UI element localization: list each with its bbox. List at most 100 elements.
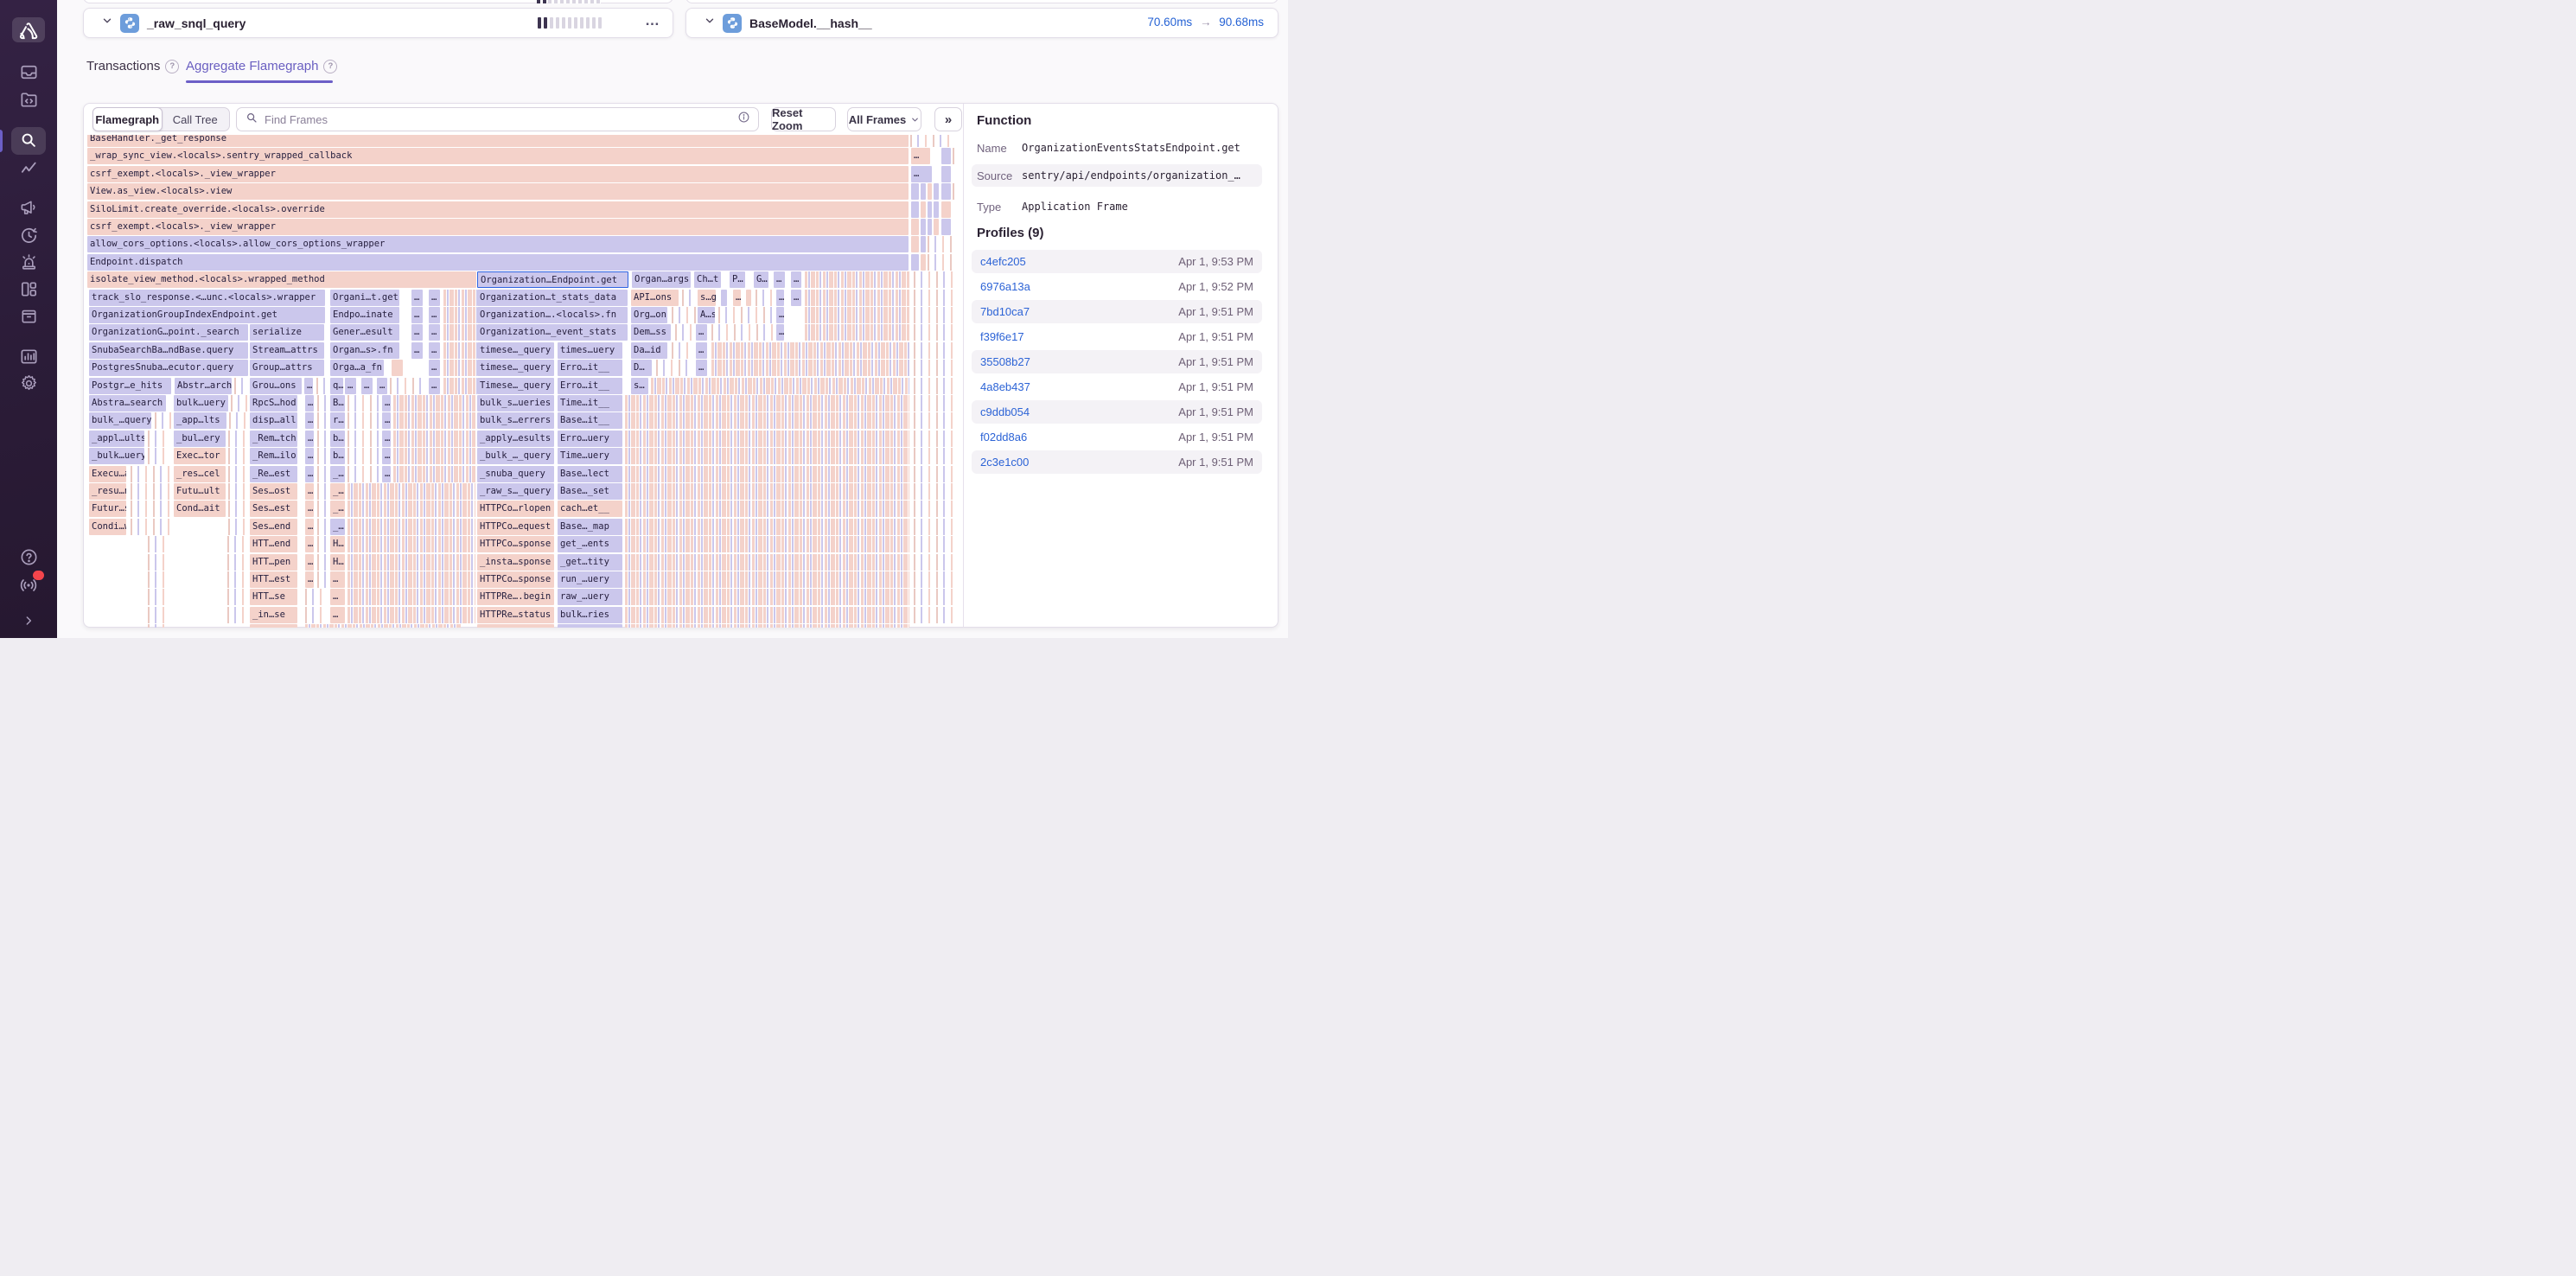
flame-frame[interactable]: [911, 236, 919, 253]
flame-frame[interactable]: s…g: [698, 289, 716, 306]
flame-frame[interactable]: _res…cel: [174, 465, 226, 482]
flame-frame[interactable]: bulk…ries: [558, 606, 622, 623]
flame-frame[interactable]: [392, 360, 403, 377]
flame-frame[interactable]: Org…on: [631, 307, 667, 323]
chevron-down-icon[interactable]: [704, 15, 716, 31]
profile-row[interactable]: 7bd10ca7 Apr 1, 9:51 PM: [972, 300, 1262, 323]
flame-frame[interactable]: G…: [754, 271, 768, 289]
sidebar-item-settings[interactable]: [0, 373, 57, 393]
flame-frame[interactable]: Ses…est: [250, 501, 297, 518]
flame-frame[interactable]: B…: [330, 395, 345, 412]
sidebar-item-replays[interactable]: [0, 226, 57, 246]
flame-frame[interactable]: Timese…_query: [477, 377, 554, 394]
flame-frame[interactable]: Ses…ost: [250, 483, 297, 500]
flame-frame[interactable]: track_slo_response.<…unc.<locals>.wrappe…: [89, 289, 325, 306]
flame-frame[interactable]: Time…it__: [558, 395, 622, 412]
profile-link[interactable]: 35508b27: [980, 355, 1030, 368]
flame-frame[interactable]: BaseHandler._get_response: [87, 135, 909, 147]
flame-frame[interactable]: Organi…t.get: [330, 289, 399, 306]
flame-frame[interactable]: q…: [330, 377, 343, 394]
profile-row[interactable]: f02dd8a6 Apr 1, 9:51 PM: [972, 425, 1262, 449]
flame-frame[interactable]: _bulk…uery: [89, 448, 144, 465]
profile-link[interactable]: 6976a13a: [980, 280, 1030, 293]
view-toggle-flamegraph[interactable]: Flamegraph: [92, 107, 163, 131]
flame-frame[interactable]: allow_cors_options.<locals>.allow_cors_o…: [87, 236, 909, 253]
profile-link[interactable]: 7bd10ca7: [980, 305, 1030, 318]
flame-frame[interactable]: Orga…a_fn: [330, 360, 384, 377]
sidebar-item-stats[interactable]: [0, 347, 57, 367]
flame-frame[interactable]: [941, 165, 951, 182]
flame-frame[interactable]: _wrap_sync_view.<locals>.sentry_wrapped_…: [87, 148, 909, 165]
sentry-logo[interactable]: [12, 17, 45, 42]
flame-frame[interactable]: RpcS…hod: [250, 395, 297, 412]
flame-frame[interactable]: …: [696, 324, 707, 341]
sidebar-item-feedback[interactable]: [0, 198, 57, 218]
flame-frame[interactable]: HTT…se: [250, 589, 297, 606]
flame-frame[interactable]: _snuba_query: [477, 465, 554, 482]
flame-frame[interactable]: …: [361, 377, 373, 394]
profile-row[interactable]: c4efc205 Apr 1, 9:53 PM: [972, 250, 1262, 273]
flame-frame[interactable]: bulk…uery: [174, 395, 228, 412]
flame-frame[interactable]: [934, 201, 939, 218]
flame-frame[interactable]: H…: [330, 536, 345, 553]
flame-frame[interactable]: _bulk_…_query: [477, 448, 554, 465]
flame-frame[interactable]: SnubaSearchBa…ndBase.query: [89, 341, 248, 359]
flame-frame[interactable]: Condi…wait: [89, 518, 126, 535]
flame-frame[interactable]: …: [696, 360, 707, 377]
flame-frame[interactable]: A…s: [698, 307, 715, 323]
flame-frame[interactable]: _…: [330, 518, 345, 535]
tab-transactions[interactable]: Transactions ?: [86, 59, 180, 73]
flame-frame[interactable]: …: [429, 324, 440, 341]
flame-frame[interactable]: Abstr…arch: [175, 377, 232, 394]
flame-frame[interactable]: [911, 183, 919, 201]
sidebar-item-search[interactable]: [0, 131, 57, 150]
flame-frame[interactable]: …: [411, 341, 423, 359]
reset-zoom-button[interactable]: Reset Zoom: [771, 106, 836, 132]
flame-frame[interactable]: Erro…it__: [558, 377, 622, 394]
sidebar-item-traces[interactable]: [0, 159, 57, 179]
flame-frame[interactable]: Cond…ait: [174, 501, 226, 518]
flame-frame[interactable]: Da…id: [631, 341, 667, 359]
flame-frame[interactable]: s…: [631, 377, 648, 394]
sidebar-item-alerts[interactable]: [0, 252, 57, 272]
flame-frame[interactable]: HTT…end: [250, 536, 297, 553]
sidebar-item-releases[interactable]: [0, 306, 57, 326]
flame-frame[interactable]: _apply…esults: [477, 430, 554, 447]
flame-frame[interactable]: Time…uery: [558, 448, 622, 465]
flame-frame[interactable]: Erro…it__: [558, 360, 622, 377]
flame-frame[interactable]: Base…_set: [558, 483, 622, 500]
flame-frame[interactable]: Organ…args: [632, 271, 691, 289]
profile-row[interactable]: 35508b27 Apr 1, 9:51 PM: [972, 350, 1262, 373]
flame-frame[interactable]: Exec…tor: [174, 448, 226, 465]
flame-frame[interactable]: …: [776, 307, 784, 323]
flame-frame[interactable]: H…: [330, 553, 345, 571]
flame-frame[interactable]: PostgresSnuba…ecutor.query: [89, 360, 248, 377]
flame-frame[interactable]: …: [305, 395, 314, 412]
flame-frame[interactable]: _bul…ery: [174, 430, 226, 447]
flame-frame[interactable]: [928, 201, 932, 218]
flame-frame[interactable]: Erro…uery: [558, 430, 622, 447]
help-icon[interactable]: ?: [165, 59, 180, 73]
frames-filter-dropdown[interactable]: All Frames: [847, 107, 921, 131]
flame-frame[interactable]: HTTPCo…rlopen: [477, 501, 554, 518]
flame-frame[interactable]: [921, 219, 926, 235]
flame-frame[interactable]: bulk_s…errers: [477, 412, 554, 430]
flame-frame[interactable]: [921, 236, 926, 253]
flame-frame[interactable]: Gener…esult: [330, 324, 399, 341]
flame-frame[interactable]: …: [429, 307, 440, 323]
flame-frame[interactable]: _resu…ncel: [89, 483, 126, 500]
flame-frame[interactable]: [941, 148, 951, 165]
duration-before[interactable]: 70.60ms: [1147, 16, 1193, 29]
flame-frame[interactable]: …: [382, 412, 391, 430]
flame-frame[interactable]: [911, 219, 919, 235]
flame-frame[interactable]: timese…_query: [477, 341, 554, 359]
flame-frame[interactable]: disp…all: [250, 412, 297, 430]
flame-frame[interactable]: [558, 624, 622, 628]
flame-frame[interactable]: …: [791, 271, 801, 289]
flame-frame[interactable]: HTTPCo…sponse: [477, 536, 554, 553]
flame-frame[interactable]: b…: [330, 430, 345, 447]
collapse-panel-button[interactable]: »: [934, 107, 962, 131]
flame-frame[interactable]: _…: [330, 465, 345, 482]
flame-frame[interactable]: Endpo…inate: [330, 307, 399, 323]
flame-frame[interactable]: …: [330, 571, 345, 588]
